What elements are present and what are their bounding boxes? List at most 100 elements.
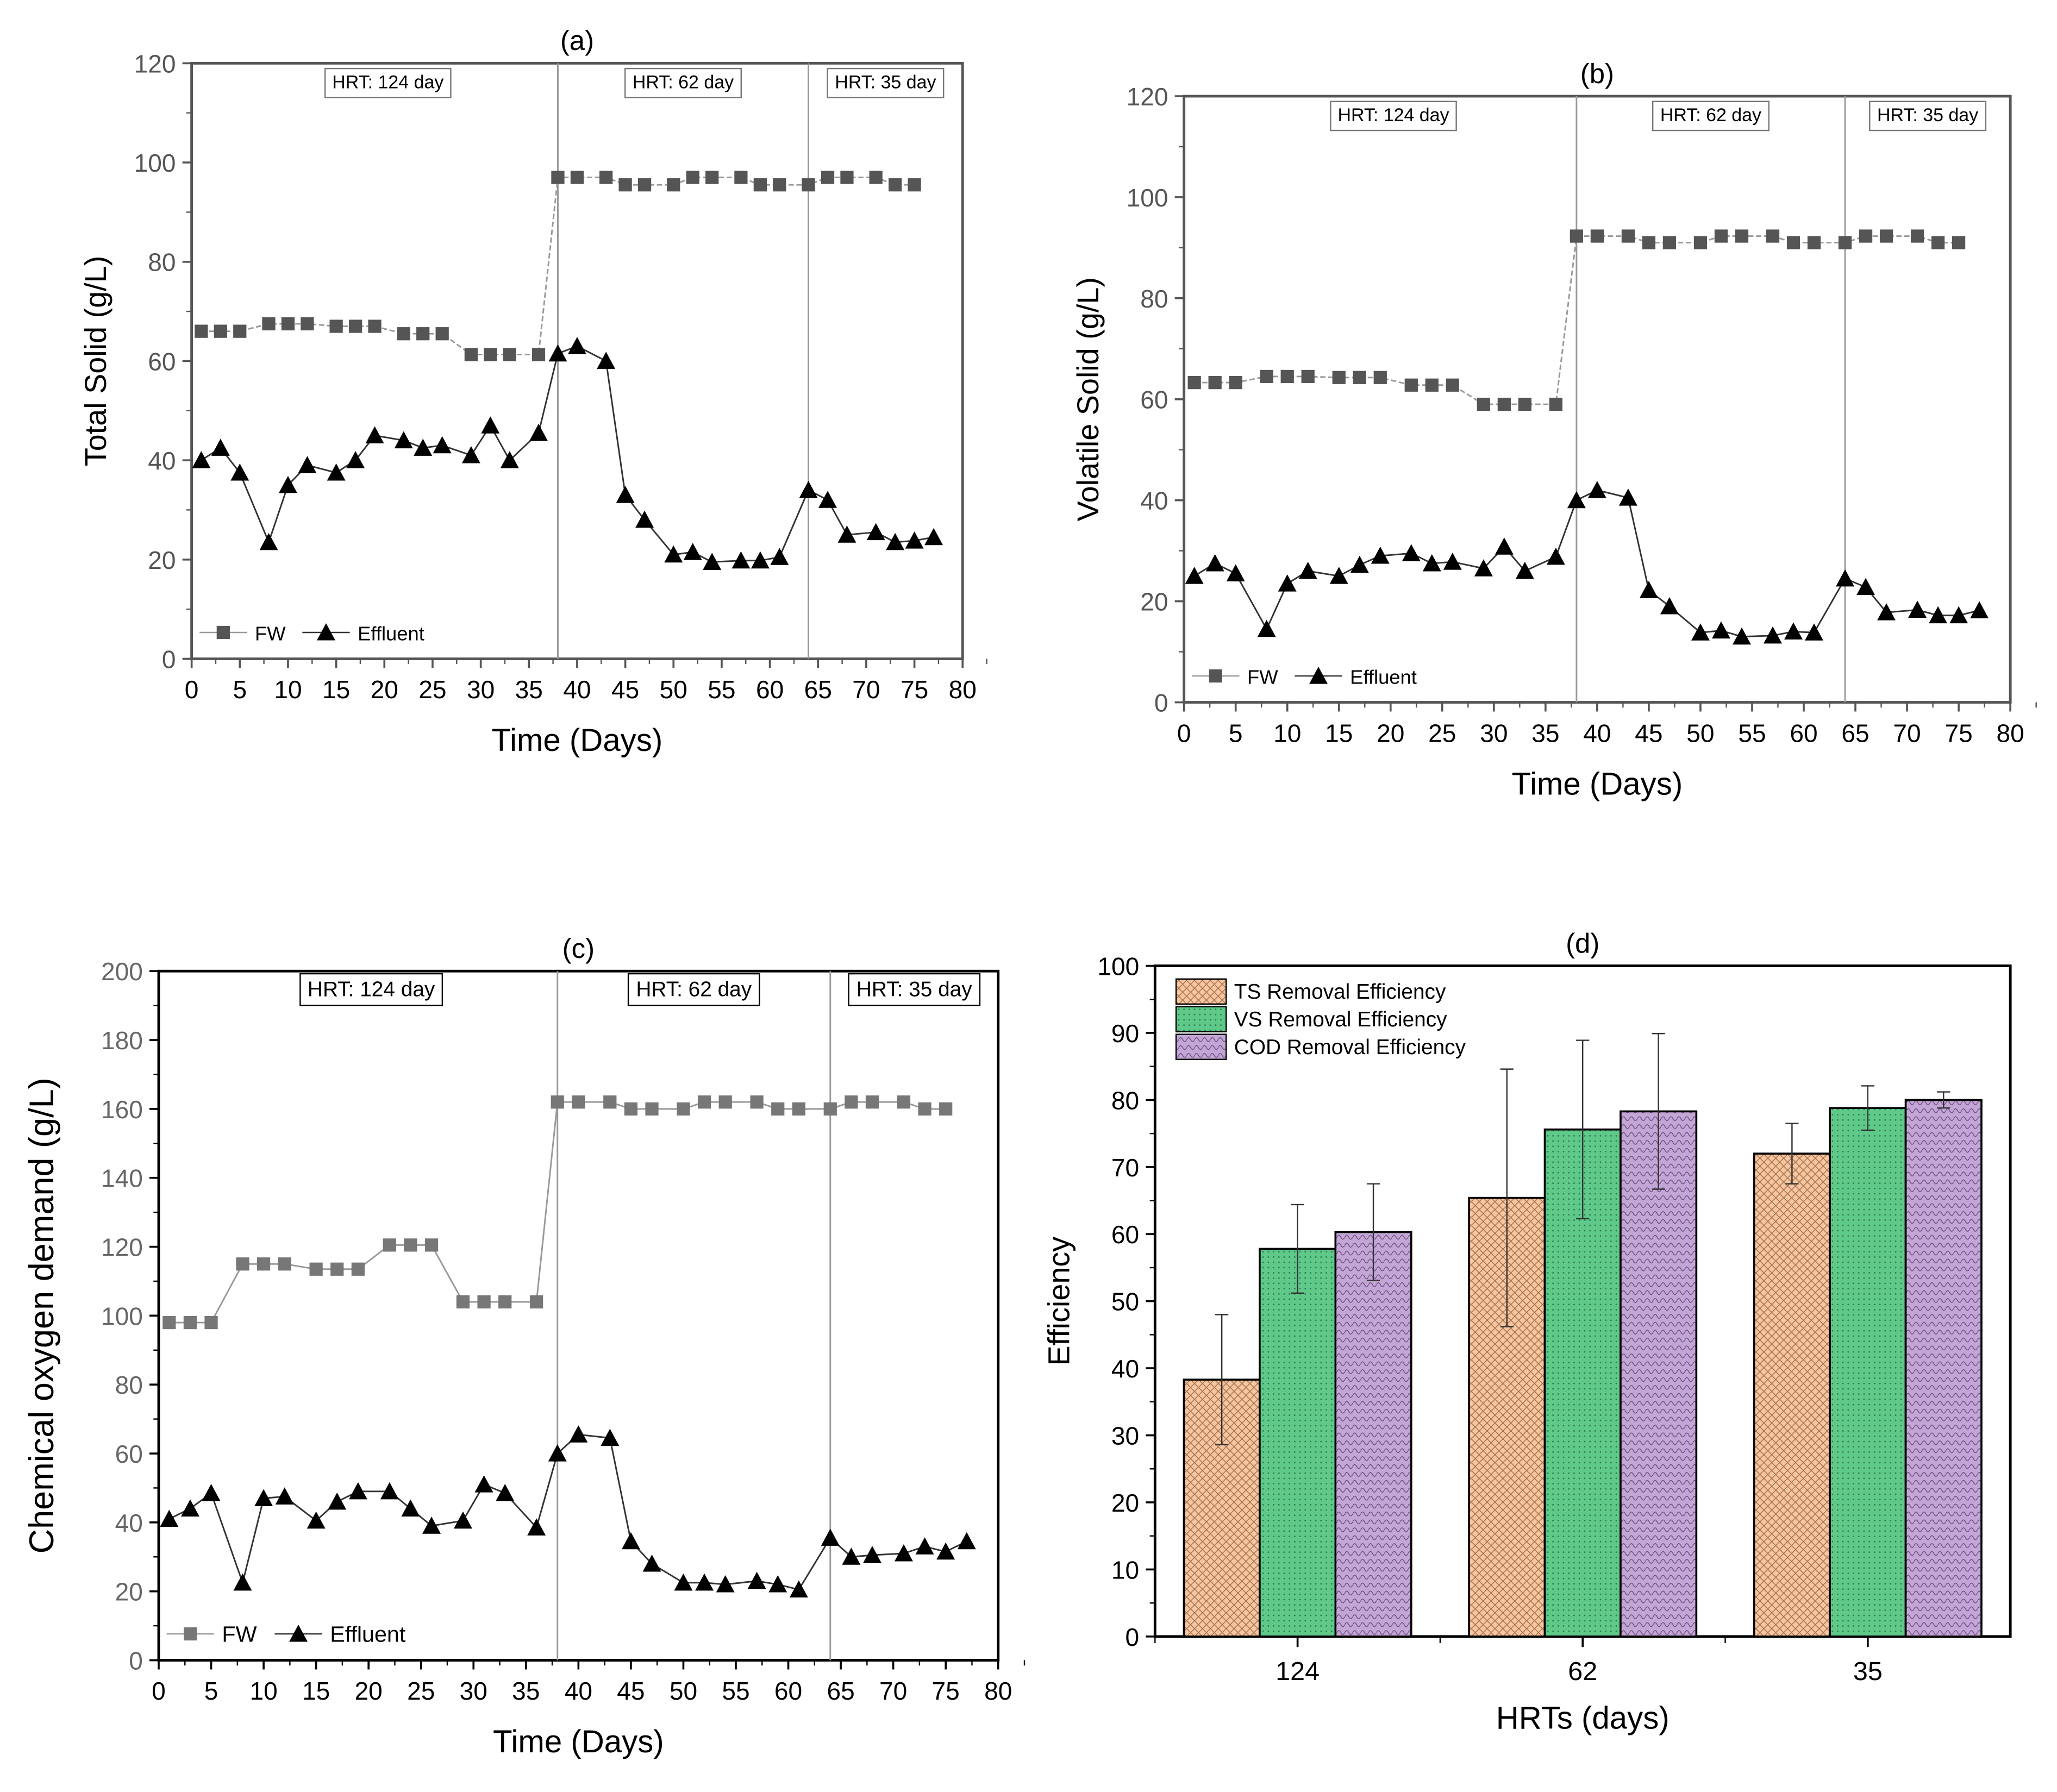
data-point-fw (823, 1102, 837, 1116)
error-bar (1576, 1039, 1590, 1220)
data-point-fw (1260, 369, 1273, 384)
data-point-fw (637, 178, 652, 192)
data-point-fw (1952, 236, 1966, 249)
data-point-effluent (529, 423, 548, 441)
x-axis-label: Time (Days) (1512, 766, 1683, 801)
data-point-effluent (616, 486, 635, 503)
data-point-fw (1549, 397, 1562, 411)
y-tick-label: 100 (134, 149, 176, 177)
y-tick-label: 120 (134, 49, 176, 78)
data-point-fw (435, 327, 449, 341)
legend-label-fw: FW (255, 623, 286, 645)
chart-title: (d) (1566, 928, 1599, 958)
x-tick-label: 124 (1276, 1657, 1320, 1686)
data-point-effluent (1970, 601, 1989, 618)
data-point-fw (330, 1262, 344, 1276)
x-tick-label: 35 (1531, 719, 1559, 747)
data-point-fw (1859, 229, 1873, 243)
y-tick-label: 50 (1111, 1288, 1139, 1316)
y-tick-label: 40 (1111, 1355, 1139, 1383)
hrt-annotation-box (324, 67, 452, 98)
data-point-fw (1301, 369, 1315, 384)
x-tick-label: 15 (1325, 719, 1353, 747)
hrt-annotation: HRT: 124 day (1330, 101, 1457, 131)
x-tick-label: 80 (1997, 719, 2024, 747)
data-point-effluent (328, 1492, 347, 1510)
data-point-fw (309, 1262, 323, 1276)
data-point-effluent (799, 480, 818, 498)
data-point-fw (1714, 229, 1728, 243)
data-point-effluent (233, 1573, 252, 1591)
data-point-fw (233, 324, 247, 338)
bar-ts (1753, 1152, 1831, 1638)
x-tick-label: 0 (185, 675, 199, 704)
x-tick-label: 65 (1841, 719, 1869, 747)
hrt-annotation-label: HRT: 35 day (835, 72, 936, 92)
hrt-annotation-label: HRT: 35 day (856, 978, 972, 1001)
hrt-annotation-box (827, 67, 945, 98)
legend-label: VS Removal Efficiency (1234, 1008, 1447, 1031)
x-tick-label: 30 (1480, 719, 1508, 747)
data-point-fw (1642, 236, 1656, 249)
data-point-effluent (202, 1483, 221, 1501)
hrt-annotation: HRT: 124 day (324, 67, 452, 98)
data-point-effluent (230, 463, 249, 481)
data-point-effluent (621, 1532, 640, 1550)
data-point-effluent (1877, 603, 1896, 621)
legend-square-icon (216, 625, 230, 640)
bar-vs (1829, 1107, 1907, 1638)
x-tick-label: 20 (1377, 719, 1404, 747)
y-tick-label: 0 (162, 645, 176, 673)
data-point-effluent (1567, 491, 1586, 509)
data-point-fw (404, 1238, 417, 1252)
hrt-annotation-box (624, 67, 742, 98)
data-point-effluent (327, 463, 346, 481)
data-point-fw (686, 171, 699, 184)
data-point-effluent (1185, 567, 1204, 584)
data-point-fw (718, 1095, 732, 1109)
data-point-fw (530, 1295, 543, 1309)
y-tick-label: 0 (1154, 689, 1168, 717)
data-point-effluent (837, 525, 856, 543)
data-point-fw (667, 178, 680, 192)
data-point-fw (1208, 375, 1222, 390)
data-point-effluent (1639, 581, 1658, 598)
data-point-effluent (548, 1444, 567, 1462)
data-point-fw (1187, 375, 1201, 390)
x-tick-label: 25 (1428, 719, 1456, 747)
data-point-effluent (731, 551, 751, 569)
x-tick-label: 35 (515, 675, 543, 704)
data-point-effluent (635, 510, 654, 528)
y-tick-label: 0 (129, 1646, 143, 1675)
data-point-fw (618, 178, 632, 192)
data-point-effluent (496, 1483, 515, 1501)
data-point-fw (1910, 229, 1924, 243)
y-tick-label: 40 (1140, 487, 1168, 515)
data-point-effluent (1732, 627, 1751, 645)
data-point-fw (705, 171, 719, 184)
x-tick-label: 0 (152, 1677, 166, 1705)
hrt-annotation-box (299, 973, 443, 1006)
data-point-effluent (716, 1575, 735, 1593)
data-point-fw (551, 1095, 564, 1109)
legend-triangle-icon (1309, 667, 1328, 684)
data-point-effluent (1660, 597, 1679, 615)
data-point-fw (939, 1102, 953, 1116)
data-point-fw (1879, 229, 1893, 243)
data-point-fw (368, 319, 382, 333)
data-point-effluent (674, 1573, 693, 1591)
x-axis-label: Time (Days) (493, 1724, 664, 1759)
plot-frame (190, 61, 964, 660)
data-point-fw (397, 327, 410, 341)
data-point-effluent (821, 1528, 840, 1546)
data-point-effluent (894, 1544, 913, 1562)
data-point-effluent (422, 1517, 441, 1534)
data-point-effluent (474, 1475, 493, 1493)
hrt-annotation-label: HRT: 62 day (1660, 105, 1761, 126)
data-point-fw (1446, 378, 1459, 392)
legend-swatch-1 (1175, 1006, 1227, 1032)
x-tick-label: 80 (949, 675, 977, 704)
legend-square-icon (1209, 669, 1222, 683)
x-tick-label: 40 (563, 675, 591, 704)
